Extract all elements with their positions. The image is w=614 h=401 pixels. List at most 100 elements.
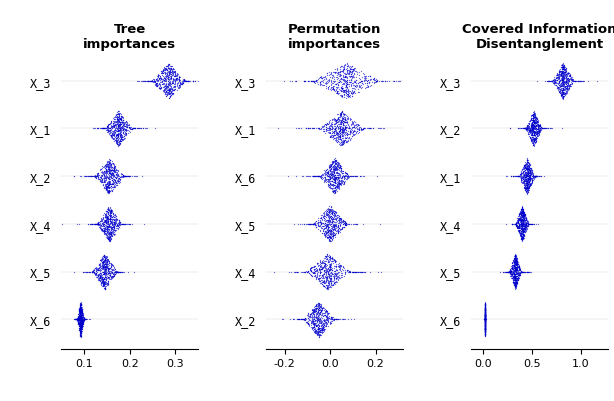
Point — [309, 322, 319, 328]
Point — [311, 312, 321, 318]
Point — [132, 174, 142, 180]
Point — [527, 125, 537, 131]
Point — [510, 253, 520, 260]
Point — [327, 166, 336, 173]
Point — [480, 316, 490, 322]
Point — [336, 121, 346, 128]
Point — [514, 216, 524, 222]
Point — [324, 281, 333, 288]
Point — [113, 126, 123, 133]
Point — [347, 128, 357, 134]
Point — [514, 272, 524, 278]
Point — [105, 211, 115, 217]
Point — [507, 221, 516, 227]
Point — [331, 90, 341, 97]
Point — [527, 133, 537, 139]
Point — [321, 308, 331, 314]
Point — [510, 273, 519, 279]
Point — [341, 140, 351, 146]
Point — [510, 282, 519, 288]
Point — [527, 128, 537, 134]
Point — [327, 172, 336, 178]
Point — [346, 221, 356, 227]
Point — [527, 176, 537, 182]
Point — [561, 80, 570, 86]
Point — [298, 174, 308, 180]
Point — [179, 78, 188, 84]
Point — [119, 174, 129, 180]
Point — [349, 72, 359, 78]
Point — [528, 114, 538, 120]
Point — [524, 221, 534, 227]
Point — [546, 126, 556, 132]
Point — [530, 173, 540, 180]
Point — [356, 174, 366, 180]
Point — [75, 325, 85, 332]
Point — [104, 166, 114, 173]
Point — [337, 116, 347, 123]
Point — [104, 268, 114, 274]
Point — [514, 271, 524, 278]
Point — [511, 277, 521, 284]
Point — [310, 270, 320, 276]
Point — [480, 304, 490, 310]
Point — [321, 177, 330, 183]
Point — [106, 214, 115, 220]
Point — [326, 165, 336, 172]
Point — [332, 263, 341, 270]
Point — [554, 75, 564, 81]
Point — [76, 323, 86, 330]
Point — [76, 304, 85, 311]
Point — [507, 273, 517, 279]
Point — [112, 172, 122, 178]
Point — [347, 69, 357, 75]
Point — [86, 221, 96, 227]
Point — [519, 174, 529, 180]
Point — [523, 167, 532, 174]
Point — [518, 207, 527, 213]
Point — [524, 164, 534, 170]
Point — [514, 264, 524, 270]
Point — [480, 326, 490, 332]
Point — [529, 143, 538, 149]
Point — [513, 277, 523, 284]
Point — [340, 173, 350, 179]
Point — [526, 172, 535, 178]
Point — [109, 269, 119, 276]
Point — [480, 326, 490, 333]
Point — [528, 115, 538, 122]
Point — [522, 190, 532, 196]
Point — [78, 318, 88, 325]
Point — [480, 316, 489, 323]
Point — [331, 279, 341, 286]
Point — [103, 219, 113, 225]
Point — [333, 175, 343, 181]
Point — [510, 284, 519, 290]
Point — [339, 92, 349, 99]
Point — [322, 285, 332, 291]
Point — [480, 326, 490, 333]
Point — [327, 174, 336, 181]
Point — [523, 170, 533, 176]
Point — [480, 312, 490, 318]
Point — [352, 221, 362, 227]
Point — [74, 323, 84, 330]
Point — [76, 310, 85, 316]
Point — [519, 222, 529, 229]
Point — [77, 316, 87, 323]
Point — [99, 279, 109, 286]
Point — [506, 273, 516, 279]
Point — [480, 316, 490, 322]
Point — [339, 119, 349, 126]
Point — [99, 221, 109, 228]
Point — [93, 220, 103, 226]
Point — [480, 328, 490, 334]
Point — [78, 269, 88, 275]
Point — [168, 85, 178, 91]
Point — [529, 115, 539, 122]
Point — [76, 301, 85, 307]
Point — [101, 219, 111, 225]
Point — [339, 224, 349, 230]
Point — [525, 182, 535, 188]
Point — [524, 127, 534, 134]
